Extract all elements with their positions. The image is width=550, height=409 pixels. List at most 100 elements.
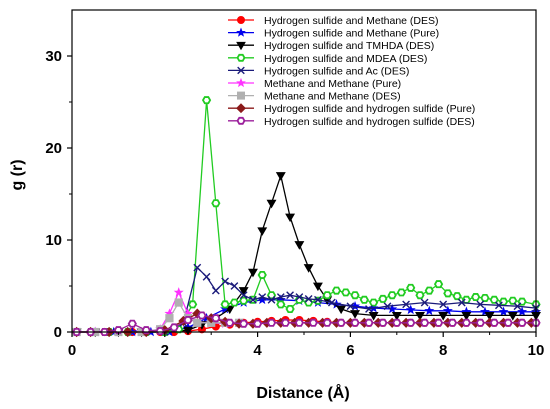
series-5-point-6 xyxy=(173,287,184,297)
series-3-point-37 xyxy=(471,293,481,302)
series-8-point-26 xyxy=(433,318,444,327)
series-6-point-5 xyxy=(165,314,174,323)
series-2-point-17 xyxy=(312,282,323,292)
series-1-point-18 xyxy=(405,304,416,315)
series-3-point-38 xyxy=(480,293,490,302)
series-3-point-27 xyxy=(378,294,388,303)
legend-marker-1 xyxy=(236,27,246,37)
series-2-point-22 xyxy=(391,312,402,321)
series-8-point-16 xyxy=(294,318,304,327)
series-2-point-24 xyxy=(438,312,449,321)
legend-marker-7 xyxy=(236,103,246,114)
series-8-point-19 xyxy=(336,318,346,327)
series-3-point-26 xyxy=(368,298,379,307)
series-8-point-7 xyxy=(169,323,179,332)
legend-item-2: Hydrogen sulfide and TMHDA (DES) xyxy=(228,40,434,52)
series-3-point-30 xyxy=(406,283,416,292)
series-3-point-11 xyxy=(229,298,240,307)
series-2-point-25 xyxy=(461,312,472,321)
series-2-point-11 xyxy=(257,227,268,236)
series-8-point-6 xyxy=(155,327,165,336)
legend-label-6: Methane and Methane (DES) xyxy=(264,91,401,103)
series-3-point-9 xyxy=(211,199,221,208)
series-8-point-14 xyxy=(266,318,277,327)
series-2-point-20 xyxy=(350,310,360,319)
series-4-point-21 xyxy=(346,302,355,311)
series-4-point-6 xyxy=(193,263,202,272)
x-tick-label-6: 6 xyxy=(346,342,354,359)
series-8-point-18 xyxy=(322,318,332,327)
series-8-point-11 xyxy=(225,318,235,327)
series-3-point-25 xyxy=(359,295,369,304)
series-2-point-12 xyxy=(266,199,277,209)
series-3-point-33 xyxy=(433,280,444,289)
plot-area xyxy=(72,10,536,332)
legend-item-4: Hydrogen sulfide and Ac (DES) xyxy=(228,65,409,77)
series-3-point-28 xyxy=(387,291,397,300)
x-tick-label-0: 0 xyxy=(68,342,76,359)
series-4-point-10 xyxy=(230,282,239,290)
series-4-point-14 xyxy=(267,295,276,304)
legend-label-3: Hydrogen sulfide and MDEA (DES) xyxy=(264,53,427,65)
y-tick-label-20: 20 xyxy=(45,140,62,157)
series-8-point-12 xyxy=(239,319,249,328)
legend-label-4: Hydrogen sulfide and Ac (DES) xyxy=(264,65,409,77)
series-4-point-17 xyxy=(295,293,304,301)
series-4-point-30 xyxy=(513,302,522,311)
series-1-point-23 xyxy=(498,306,509,317)
legend-item-3: Hydrogen sulfide and MDEA (DES) xyxy=(228,53,427,65)
series-8-point-23 xyxy=(392,318,402,327)
series-2-point-10 xyxy=(248,268,258,278)
legend-label-2: Hydrogen sulfide and TMHDA (DES) xyxy=(264,40,434,52)
legend-item-7: Hydrogen sulfide and hydrogen sulfide (P… xyxy=(228,103,475,115)
series-2-point-5 xyxy=(183,326,193,336)
series-8-point-28 xyxy=(461,318,472,327)
series-4-point-12 xyxy=(249,295,257,304)
series-8-point-27 xyxy=(447,318,458,327)
series-3-point-7 xyxy=(188,300,198,309)
series-3-point-22 xyxy=(331,286,342,295)
series-8-point-21 xyxy=(364,318,374,327)
legend-label-1: Hydrogen sulfide and Methane (Pure) xyxy=(264,28,439,40)
series-3-point-16 xyxy=(276,300,286,309)
series-8-point-20 xyxy=(350,318,360,327)
legend-marker-6 xyxy=(236,91,245,100)
series-4-point-13 xyxy=(258,293,267,301)
series-8-point-17 xyxy=(308,318,318,327)
series-1-point-20 xyxy=(442,305,453,316)
series-3-point-23 xyxy=(341,288,351,297)
legend-item-8: Hydrogen sulfide and hydrogen sulfide (D… xyxy=(228,116,475,128)
series-8-point-22 xyxy=(378,318,388,327)
series-3-point-17 xyxy=(285,305,295,313)
series-2-point-9 xyxy=(238,287,249,296)
x-tick-label-2: 2 xyxy=(161,342,169,359)
series-4-point-18 xyxy=(304,294,313,303)
series-3-point-29 xyxy=(396,288,407,297)
legend-item-6: Methane and Methane (DES) xyxy=(228,91,401,103)
series-8-point-29 xyxy=(475,318,485,327)
x-axis-title: Distance (Å) xyxy=(256,383,349,402)
series-3-point-10 xyxy=(220,300,230,309)
series-8-point-24 xyxy=(406,318,416,327)
axes-layer: 0 2 4 6 8 10 0 10 20 30 xyxy=(45,9,544,359)
series-8-point-9 xyxy=(197,311,207,320)
series-8-point-25 xyxy=(420,318,430,327)
series-4-point-26 xyxy=(439,300,448,309)
series-4-point-9 xyxy=(221,277,230,286)
series-4-point-23 xyxy=(383,302,392,311)
series-3-point-21 xyxy=(322,291,332,300)
legend-label-8: Hydrogen sulfide and hydrogen sulfide (D… xyxy=(264,116,475,128)
legend-marker-5 xyxy=(236,77,246,88)
series-layer xyxy=(71,96,542,338)
series-8-point-13 xyxy=(252,319,263,328)
legend-marker-2 xyxy=(236,41,246,51)
series-3-point-24 xyxy=(350,291,360,300)
series-3-point-32 xyxy=(424,286,434,295)
series-1-point-24 xyxy=(517,306,528,317)
series-8-point-15 xyxy=(280,318,291,327)
series-8-point-32 xyxy=(517,318,527,327)
series-2-point-16 xyxy=(303,264,314,273)
series-4-point-11 xyxy=(239,291,248,300)
legend-label-7: Hydrogen sulfide and hydrogen sulfide (P… xyxy=(264,103,475,115)
y-tick-label-10: 10 xyxy=(45,232,62,249)
